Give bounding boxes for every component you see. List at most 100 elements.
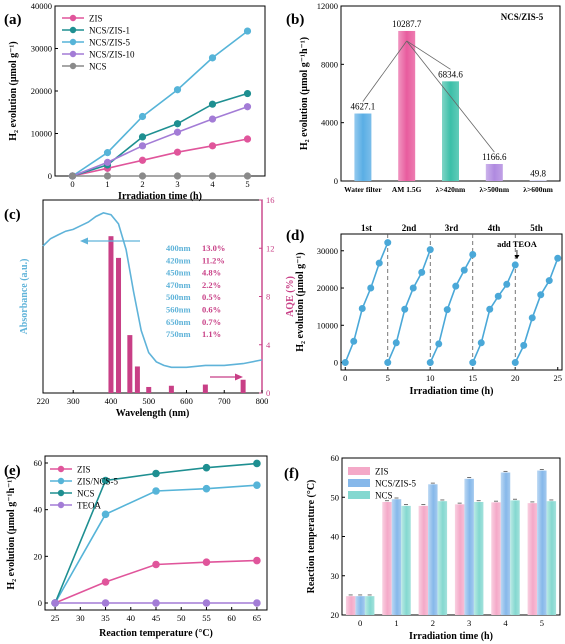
panel-e: 25 30 35 40 45 50 55 60 65 0 20 40 60 ZIS ZIS/NCS-5 NCS… bbox=[4, 455, 268, 639]
bar bbox=[510, 500, 520, 615]
data-point bbox=[173, 86, 182, 94]
legend-label: ZIS bbox=[89, 14, 103, 24]
bar bbox=[464, 478, 474, 615]
bar-value-label: 4627.1 bbox=[351, 102, 376, 112]
aqe-wavelength-label: 650nm bbox=[166, 317, 191, 327]
y-tick-label: 4000 bbox=[321, 118, 338, 128]
legend-swatch-marker bbox=[69, 26, 77, 34]
data-point bbox=[68, 172, 77, 180]
panel-label: (d) bbox=[286, 228, 304, 244]
aqe-bar bbox=[127, 335, 133, 393]
y-axis-label: H₂ evolution (μmol g⁻¹) bbox=[8, 41, 19, 140]
data-point bbox=[202, 484, 211, 493]
y-axis-label: Absorbance (a.u.) bbox=[19, 259, 30, 335]
legend-swatch-marker bbox=[57, 489, 65, 497]
data-point bbox=[520, 341, 528, 349]
aqe-value-label: 11.2% bbox=[202, 255, 225, 265]
aqe-bar bbox=[134, 366, 140, 393]
data-point bbox=[173, 120, 182, 128]
data-point bbox=[367, 284, 375, 292]
x-tick-label: 5 bbox=[540, 618, 544, 628]
x-tick-label: 700 bbox=[218, 396, 231, 406]
x-tick-label: 0 bbox=[70, 179, 74, 189]
series-line bbox=[72, 138, 248, 177]
legend-swatch-marker bbox=[57, 465, 65, 473]
data-point bbox=[392, 339, 400, 347]
y-tick-label: 20 bbox=[34, 551, 43, 561]
absorbance-curve bbox=[42, 212, 263, 369]
data-point bbox=[341, 359, 349, 367]
plot-frame bbox=[340, 233, 563, 371]
data-point bbox=[152, 469, 160, 478]
y-tick-label: 20 bbox=[331, 610, 340, 620]
y-tick-label: 0 bbox=[334, 358, 338, 368]
data-point bbox=[469, 359, 477, 367]
data-point bbox=[208, 142, 217, 150]
bar bbox=[364, 596, 375, 615]
legend-swatch-marker bbox=[69, 50, 77, 58]
bar-value-label: 1166.6 bbox=[482, 152, 507, 162]
x-tick-label: 15 bbox=[469, 373, 478, 383]
data-point bbox=[384, 359, 392, 367]
series-line bbox=[72, 30, 248, 177]
data-point bbox=[537, 291, 545, 299]
data-point bbox=[486, 305, 494, 313]
x-tick-label: 30 bbox=[76, 613, 85, 623]
comparison-arrow bbox=[406, 40, 495, 153]
y-tick-label: 60 bbox=[34, 458, 43, 468]
data-point bbox=[469, 250, 477, 258]
data-point bbox=[138, 133, 147, 141]
data-point bbox=[443, 306, 451, 314]
legend-label: NCS bbox=[77, 489, 95, 499]
x-tick-label: 500 bbox=[142, 396, 155, 406]
data-point bbox=[208, 100, 217, 108]
y-tick-label: 40 bbox=[34, 505, 43, 515]
aqe-wavelength-label: 470nm bbox=[166, 280, 191, 290]
data-point bbox=[460, 266, 468, 274]
y-tick-label: 12000 bbox=[317, 1, 338, 11]
data-point bbox=[173, 148, 182, 156]
panel-label: (c) bbox=[4, 207, 21, 223]
x-tick-label: 400 bbox=[105, 396, 118, 406]
data-point bbox=[101, 476, 110, 485]
x-tick-label: λ>420nm bbox=[436, 185, 466, 194]
bar bbox=[527, 503, 538, 615]
x-tick-label: 45 bbox=[152, 613, 161, 623]
y-tick-label: 8000 bbox=[321, 59, 338, 69]
bar bbox=[428, 484, 438, 615]
cycle-label: 4th bbox=[488, 223, 501, 233]
legend-swatch-marker bbox=[69, 38, 77, 46]
bar bbox=[454, 504, 465, 615]
y-axis-label: H₂ evolution (μmol g⁻¹h⁻¹) bbox=[299, 37, 310, 150]
bar bbox=[500, 472, 511, 615]
data-point bbox=[208, 115, 217, 123]
x-tick-label: 600 bbox=[180, 396, 193, 406]
data-point bbox=[152, 487, 160, 495]
legend-label: ZIS/NCS-5 bbox=[77, 477, 119, 487]
bar bbox=[382, 501, 392, 615]
data-point bbox=[243, 89, 252, 98]
bar bbox=[401, 505, 411, 615]
y-tick-label: 0 bbox=[266, 388, 270, 398]
bar bbox=[398, 30, 416, 182]
y-tick-label: 10000 bbox=[31, 129, 52, 139]
data-point bbox=[152, 560, 160, 569]
x-tick-label: 4 bbox=[503, 618, 508, 628]
cycle-line bbox=[344, 242, 389, 363]
bar bbox=[418, 505, 429, 615]
y-tick-label: 30000 bbox=[317, 246, 338, 256]
legend-label: ZIS bbox=[77, 465, 91, 475]
aqe-bar bbox=[168, 385, 174, 393]
x-tick-label: AM 1.5G bbox=[392, 185, 422, 194]
y-tick-label: 30000 bbox=[31, 44, 52, 54]
bar bbox=[355, 596, 365, 615]
data-point bbox=[243, 172, 252, 180]
bar bbox=[491, 502, 501, 615]
x-axis-label: Wavelength (nm) bbox=[116, 408, 190, 419]
data-point bbox=[101, 599, 110, 607]
y-axis-label: H₂ evolution (μmol g⁻¹) bbox=[295, 252, 306, 351]
legend-label: NCS/ZIS-5 bbox=[375, 479, 417, 489]
x-tick-label: 800 bbox=[256, 396, 269, 406]
data-point bbox=[511, 359, 519, 367]
data-point bbox=[243, 103, 252, 111]
